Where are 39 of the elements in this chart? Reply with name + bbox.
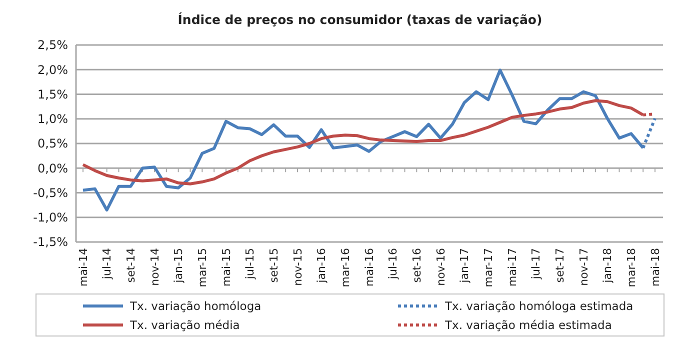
- legend-label: Tx. variação média: [129, 318, 240, 332]
- legend-label: Tx. variação média estimada: [444, 318, 612, 332]
- y-tick-label: 1,0%: [38, 112, 68, 126]
- x-tick-label: mar-18: [625, 248, 638, 288]
- x-tick-label: set-16: [410, 248, 424, 283]
- x-tick-label: set-17: [554, 248, 567, 283]
- x-tick-label: nov-15: [291, 248, 304, 286]
- x-tick-label: jan-15: [172, 248, 186, 284]
- x-tick-label: nov-14: [148, 248, 162, 286]
- y-tick-label: 0,5%: [38, 136, 68, 151]
- y-tick-label: -0,5%: [33, 186, 68, 200]
- x-tick-label: mar-17: [482, 248, 496, 288]
- x-tick-label: jul-15: [244, 248, 257, 280]
- x-tick-label: jan-18: [601, 248, 614, 284]
- x-tick-label: mai-16: [362, 248, 376, 286]
- x-tick-label: mar-15: [196, 248, 210, 288]
- x-tick-label: jul-16: [386, 248, 400, 280]
- x-tick-label: nov-17: [577, 248, 590, 286]
- y-tick-label: -1,5%: [33, 235, 68, 250]
- x-tick-label: jul-17: [530, 248, 543, 280]
- y-tick-label: 2,5%: [38, 38, 68, 52]
- x-tick-label: mai-17: [506, 248, 519, 286]
- y-tick-label: 1,5%: [38, 87, 68, 102]
- x-tick-label: set-14: [124, 248, 138, 283]
- x-tick-label: jan-17: [458, 248, 472, 284]
- y-tick-label: -1,0%: [33, 210, 68, 225]
- y-tick-label: 2,0%: [38, 62, 68, 77]
- x-tick-label: set-15: [268, 248, 281, 283]
- x-tick-label: jul-14: [100, 248, 114, 280]
- x-tick-label: mai-14: [76, 248, 90, 286]
- chart-title: Índice de preços no consumidor (taxas de variação): [178, 12, 542, 27]
- legend-label: Tx. variação homóloga: [129, 299, 262, 314]
- x-tick-label: jan-16: [315, 248, 328, 284]
- x-tick-label: mai-18: [648, 248, 662, 286]
- y-tick-label: 0,0%: [38, 161, 68, 176]
- x-tick-label: mar-16: [339, 248, 352, 288]
- x-tick-label: mai-15: [220, 248, 233, 286]
- x-tick-label: nov-16: [434, 248, 448, 286]
- legend-label: Tx. variação homóloga estimada: [444, 299, 634, 314]
